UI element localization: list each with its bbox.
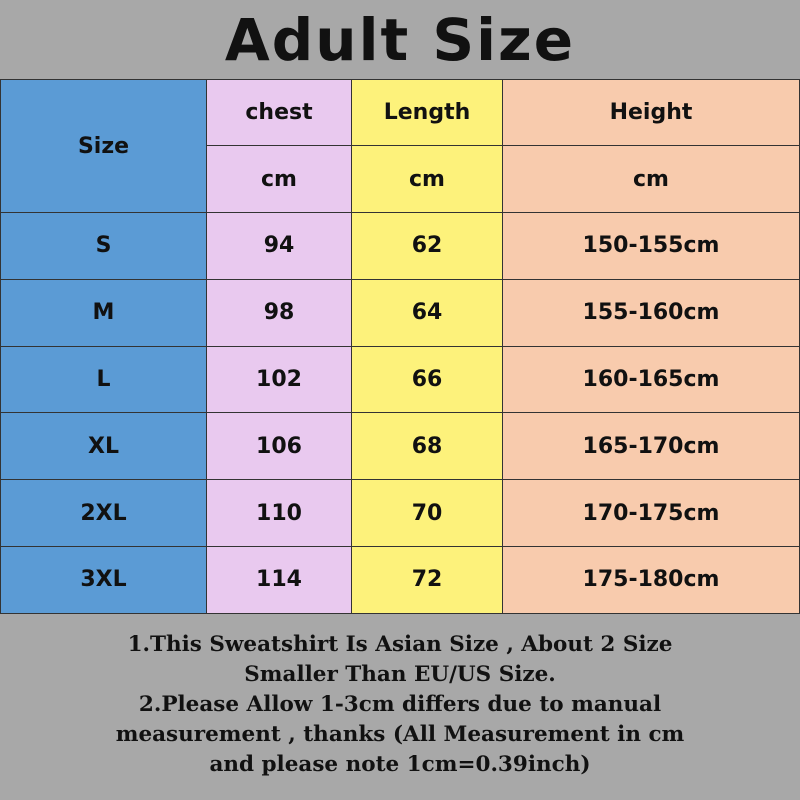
note-line: measurement , thanks (All Measurement in…: [115, 722, 685, 747]
unit-height: cm: [502, 145, 800, 213]
table-row: S 94 62 150-155cm: [0, 212, 800, 280]
note-line: 1.This Sweatshirt Is Asian Size , About …: [127, 632, 673, 657]
cell-length: 64: [351, 278, 503, 347]
cell-size: XL: [0, 412, 207, 481]
note-line: and please note 1cm=0.39inch): [209, 752, 591, 777]
cell-chest: 102: [206, 345, 352, 414]
cell-size: 3XL: [0, 545, 207, 614]
unit-length: cm: [351, 145, 503, 213]
note-line: 2.Please Allow 1-3cm differs due to manu…: [138, 692, 662, 717]
cell-chest: 110: [206, 479, 352, 547]
table-row: 3XL 114 72 175-180cm: [0, 545, 800, 614]
cell-height: 160-165cm: [502, 345, 800, 414]
unit-chest: cm: [206, 145, 352, 213]
note-line: Smaller Than EU/US Size.: [244, 662, 556, 687]
table-row: L 102 66 160-165cm: [0, 345, 800, 414]
table-row: 2XL 110 70 170-175cm: [0, 479, 800, 547]
cell-size: M: [0, 278, 207, 347]
cell-chest: 98: [206, 278, 352, 347]
header-size: Size: [0, 79, 207, 213]
table-row: XL 106 68 165-170cm: [0, 412, 800, 481]
size-table: Size chest Length Height cm cm cm S 94 62 1…: [0, 79, 800, 614]
cell-chest: 114: [206, 545, 352, 614]
cell-length: 66: [351, 345, 503, 414]
cell-size: S: [0, 212, 207, 280]
cell-length: 70: [351, 479, 503, 547]
cell-length: 72: [351, 545, 503, 614]
header-length: Length: [351, 79, 503, 146]
cell-height: 165-170cm: [502, 412, 800, 481]
cell-length: 68: [351, 412, 503, 481]
cell-height: 170-175cm: [502, 479, 800, 547]
header-chest: chest: [206, 79, 352, 146]
cell-length: 62: [351, 212, 503, 280]
cell-chest: 106: [206, 412, 352, 481]
cell-height: 150-155cm: [502, 212, 800, 280]
table-row: M 98 64 155-160cm: [0, 278, 800, 347]
cell-height: 155-160cm: [502, 278, 800, 347]
cell-size: L: [0, 345, 207, 414]
page-title: Adult Size: [224, 5, 576, 74]
notes: 1.This Sweatshirt Is Asian Size , About …: [0, 630, 800, 780]
cell-size: 2XL: [0, 479, 207, 547]
cell-height: 175-180cm: [502, 545, 800, 614]
cell-chest: 94: [206, 212, 352, 280]
header-height: Height: [502, 79, 800, 146]
